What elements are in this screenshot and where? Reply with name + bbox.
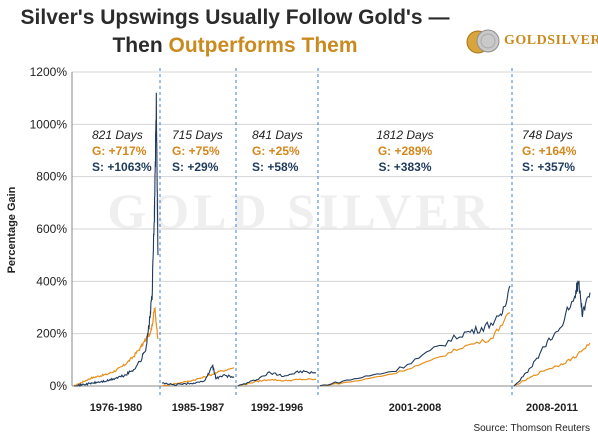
gold-line-1992-1996 xyxy=(237,378,317,387)
period-silver-gain-1976-1980: S: +1063% xyxy=(92,160,152,174)
period-days-1992-1996: 841 Days xyxy=(252,128,303,142)
y-tick-label-0: 0% xyxy=(50,379,68,393)
y-tick-label-800: 800% xyxy=(36,170,67,184)
period-silver-gain-2008-2011: S: +357% xyxy=(522,160,575,174)
y-tick-label-1000: 1000% xyxy=(30,117,68,131)
silver-line-1976-1980 xyxy=(74,92,159,388)
gold-line-2008-2011 xyxy=(513,342,591,387)
silver-line-1992-1996 xyxy=(237,370,317,387)
title-line-1: Silver's Upswings Usually Follow Gold's … xyxy=(20,6,450,29)
y-tick-label-600: 600% xyxy=(36,222,67,236)
period-gold-gain-2001-2008: G: +289% xyxy=(378,144,433,158)
source-note: Source: Thomson Reuters xyxy=(473,423,590,434)
period-dividers xyxy=(159,68,513,398)
gold-line-1976-1980 xyxy=(73,306,159,387)
x-label-2001-2008: 2001-2008 xyxy=(389,402,442,414)
coin-stack-icon xyxy=(466,29,500,54)
period-silver-gain-1992-1996: S: +58% xyxy=(252,160,299,174)
period-annotations: 821 Days G: +717% S: +1063% 715 Days G: +75%… xyxy=(92,128,577,174)
title-line-2: Then Outperforms Them xyxy=(0,32,470,60)
title-line-2-prefix: Then xyxy=(112,34,169,57)
gold-line-1985-1987 xyxy=(161,367,235,387)
period-days-2001-2008: 1812 Days xyxy=(376,128,433,142)
watermark: GOLD SILVER xyxy=(107,183,492,239)
logo-text: GOLDSILVER xyxy=(504,33,598,48)
x-axis-labels: 1976-1980 1985-1987 1992-1996 2001-2008 2008… xyxy=(90,402,578,414)
title-line-2-accent: Outperforms Them xyxy=(168,34,358,57)
x-label-2008-2011: 2008-2011 xyxy=(526,402,578,414)
period-silver-gain-2001-2008: S: +383% xyxy=(378,160,431,174)
goldsilver-logo: GOLDSILVER xyxy=(464,26,598,56)
grid xyxy=(72,71,592,387)
period-gold-gain-1976-1980: G: +717% xyxy=(92,144,147,158)
chart-title: Silver's Upswings Usually Follow Gold's … xyxy=(0,4,470,60)
x-label-1985-1987: 1985-1987 xyxy=(172,402,225,414)
gold-line-2001-2008 xyxy=(319,312,511,387)
period-days-2008-2011: 748 Days xyxy=(522,128,573,142)
y-tick-label-200: 200% xyxy=(36,327,67,341)
period-days-1985-1987: 715 Days xyxy=(172,128,223,142)
y-tick-label-400: 400% xyxy=(36,274,67,288)
silver-line-2001-2008 xyxy=(319,285,511,387)
x-label-1992-1996: 1992-1996 xyxy=(251,402,304,414)
y-axis-label: Percentage Gain xyxy=(6,186,18,273)
period-gold-gain-1985-1987: G: +75% xyxy=(172,144,220,158)
period-days-1976-1980: 821 Days xyxy=(92,128,143,142)
period-silver-gain-1985-1987: S: +29% xyxy=(172,160,219,174)
series-lines xyxy=(73,92,591,388)
silver-line-1985-1987 xyxy=(161,364,235,386)
y-tick-label-1200: 1200% xyxy=(30,65,68,79)
axes: 0% 200% 400% 600% 800% 1000% 1200% xyxy=(30,65,592,393)
x-label-1976-1980: 1976-1980 xyxy=(90,402,143,414)
period-gold-gain-1992-1996: G: +25% xyxy=(252,144,300,158)
silver-line-2008-2011 xyxy=(513,280,591,387)
period-gold-gain-2008-2011: G: +164% xyxy=(522,144,577,158)
